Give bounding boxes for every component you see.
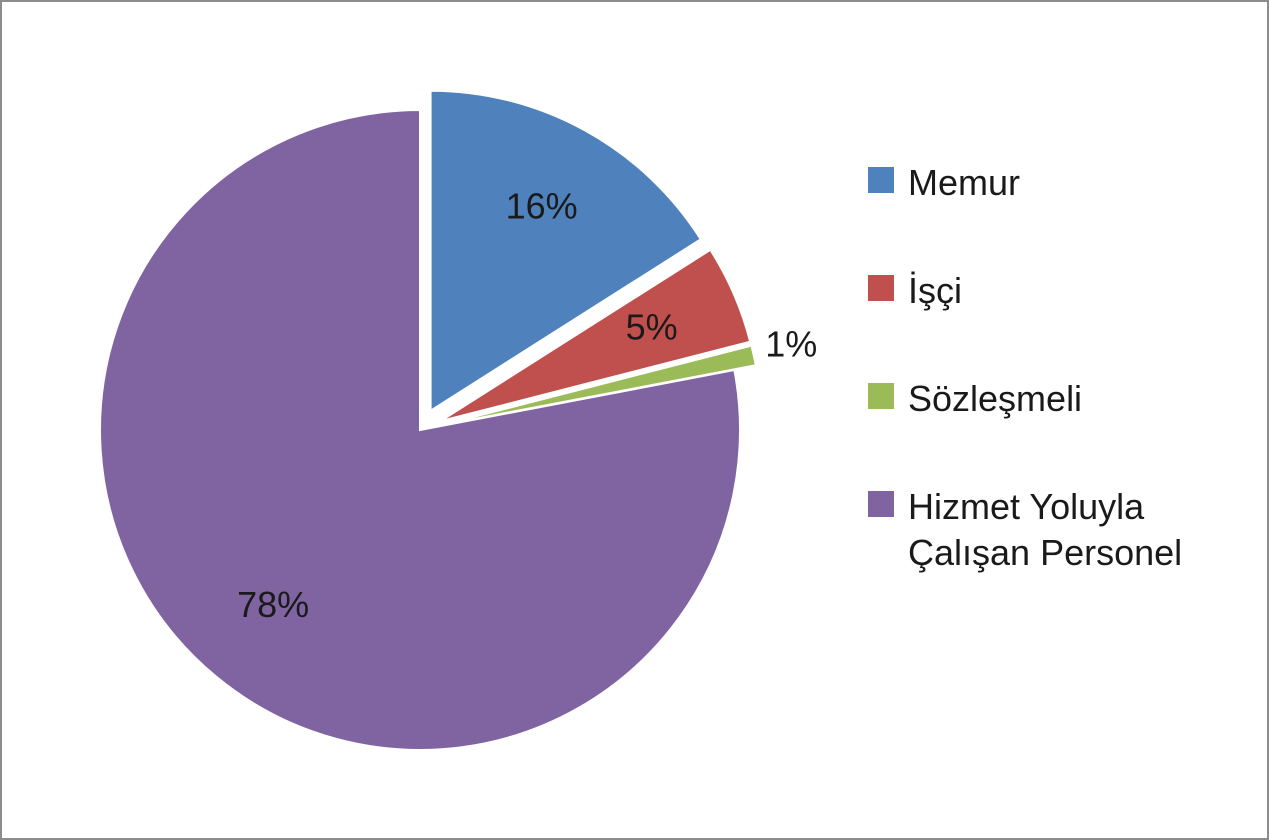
data-label: 5% <box>626 306 678 347</box>
pie-slice <box>441 344 757 427</box>
legend-swatch <box>868 275 894 301</box>
legend-label: Hizmet Yoluyla Çalışan Personel <box>908 486 1183 573</box>
legend-item: Memur <box>868 160 1248 206</box>
data-label: 1% <box>765 324 817 365</box>
legend-label: Memur <box>908 162 1021 203</box>
legend-label: Sözleşmeli <box>908 378 1083 419</box>
data-label: 78% <box>237 584 309 625</box>
legend-item: Sözleşmeli <box>868 376 1248 422</box>
pie-slice <box>439 248 752 423</box>
legend-swatch <box>868 491 894 517</box>
legend: Memur İşçi Sözleşmeli Hizmet Yoluyla Çalışa… <box>868 160 1248 638</box>
legend-item: İşçi <box>868 268 1248 314</box>
legend-swatch <box>868 167 894 193</box>
pie-slice <box>429 89 703 413</box>
data-label: 16% <box>506 185 578 226</box>
legend-swatch <box>868 383 894 409</box>
pie-slice <box>99 108 741 751</box>
legend-item: Hizmet Yoluyla Çalışan Personel <box>868 484 1248 576</box>
legend-label: İşçi <box>908 270 962 311</box>
